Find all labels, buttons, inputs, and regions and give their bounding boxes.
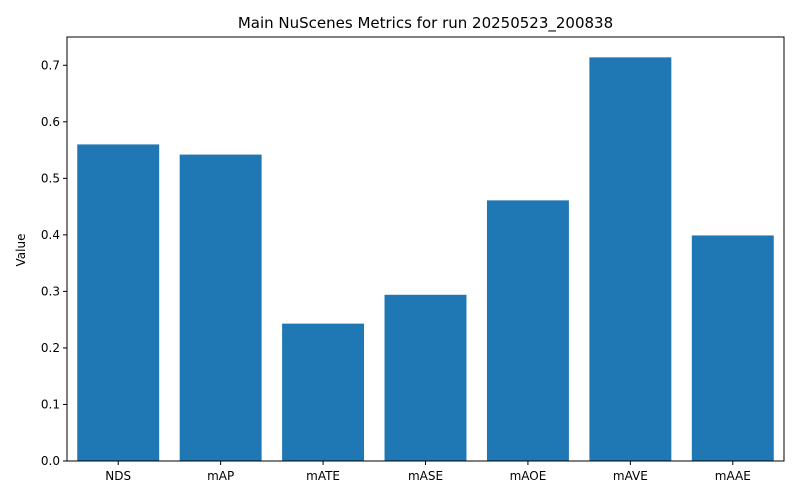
y-tick-label: 0.5 (41, 171, 60, 185)
y-tick-label: 0.4 (41, 228, 60, 242)
x-ticks-group: NDS mAP mATE mASE mAOE mAVE mAAE (105, 461, 751, 483)
x-tick-label: mAOE (510, 469, 547, 483)
y-tick-label: 0.2 (41, 341, 60, 355)
bar-map (179, 154, 262, 461)
plot-frame (66, 36, 785, 462)
x-tick-label: mAP (207, 469, 234, 483)
bars-group (77, 57, 774, 462)
y-tick-label: 0.7 (41, 58, 60, 72)
y-tick-label: 0.1 (41, 397, 60, 411)
x-tick-label: mAVE (613, 469, 648, 483)
bar-mave (589, 57, 672, 462)
y-tick-label: 0.3 (41, 284, 60, 298)
x-tick-label: NDS (105, 469, 131, 483)
x-tick-label: mATE (306, 469, 340, 483)
y-tick-label: 0.0 (41, 454, 60, 468)
y-axis-label: Value (14, 234, 28, 267)
y-tick-label: 0.6 (41, 115, 60, 129)
x-tick-label: mAAE (715, 469, 751, 483)
chart-title: Main NuScenes Metrics for run 20250523_2… (238, 14, 613, 33)
y-ticks-group: 0.0 0.1 0.2 0.3 0.4 0.5 0.6 0.7 (41, 58, 67, 468)
bar-nds (77, 144, 160, 461)
bar-maae (691, 235, 774, 461)
x-tick-label: mASE (408, 469, 443, 483)
bar-mate (282, 323, 365, 461)
bar-mase (384, 294, 467, 461)
bar-maoe (486, 200, 569, 461)
